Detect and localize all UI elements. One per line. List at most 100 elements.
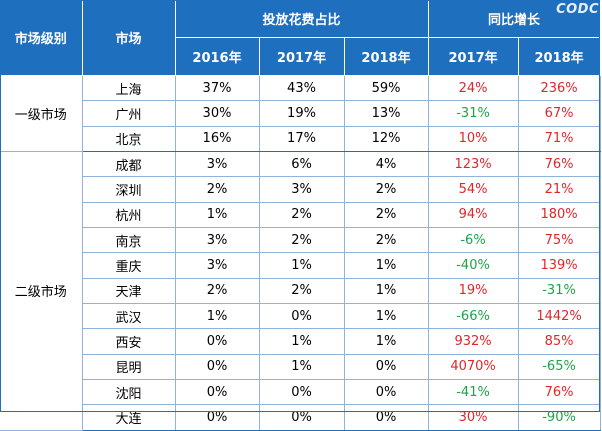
share-2018-cell: 0% bbox=[344, 354, 429, 380]
growth-2018-cell: -65% bbox=[518, 354, 601, 380]
share-2018-cell: 4% bbox=[344, 151, 429, 178]
header-share-2017: 2017年 bbox=[259, 37, 345, 76]
growth-2017-cell: 54% bbox=[428, 176, 519, 203]
header-tier: 市场级别 bbox=[0, 0, 83, 76]
share-2016-cell: 1% bbox=[175, 202, 260, 228]
share-2016-cell: 3% bbox=[175, 151, 260, 178]
table-row: 西安 0% 1% 1% 932% 85% bbox=[0, 328, 601, 355]
share-2016-cell: 30% bbox=[175, 100, 260, 127]
share-2017-cell: 3% bbox=[259, 176, 345, 203]
city-cell: 成都 bbox=[82, 151, 176, 178]
share-2018-cell: 12% bbox=[344, 126, 429, 152]
tier-label: 二级市场 bbox=[0, 151, 83, 431]
table-row: 昆明 0% 1% 0% 4070% -65% bbox=[0, 354, 601, 380]
share-2017-cell: 1% bbox=[259, 252, 345, 279]
growth-2017-cell: -66% bbox=[428, 303, 519, 330]
share-2017-cell: 2% bbox=[259, 202, 345, 228]
city-cell: 天津 bbox=[82, 278, 176, 304]
share-2016-cell: 3% bbox=[175, 252, 260, 279]
share-2018-cell: 13% bbox=[344, 100, 429, 127]
growth-2018-cell: 139% bbox=[518, 252, 601, 279]
share-2018-cell: 59% bbox=[344, 75, 429, 102]
growth-2018-cell: 21% bbox=[518, 176, 601, 203]
growth-2017-cell: -31% bbox=[428, 100, 519, 127]
city-cell: 南京 bbox=[82, 227, 176, 254]
growth-2018-cell: 85% bbox=[518, 328, 601, 355]
share-2016-cell: 3% bbox=[175, 227, 260, 254]
tier-label: 一级市场 bbox=[0, 75, 83, 152]
share-2017-cell: 17% bbox=[259, 126, 345, 152]
share-2016-cell: 0% bbox=[175, 328, 260, 355]
share-2017-cell: 19% bbox=[259, 100, 345, 127]
share-2016-cell: 16% bbox=[175, 126, 260, 152]
growth-2018-cell: 67% bbox=[518, 100, 601, 127]
header-market: 市场 bbox=[82, 0, 176, 76]
growth-2017-cell: 24% bbox=[428, 75, 519, 102]
share-2017-cell: 1% bbox=[259, 354, 345, 380]
growth-2017-cell: 4070% bbox=[428, 354, 519, 380]
table-row: 武汉 1% 0% 1% -66% 1442% bbox=[0, 303, 601, 330]
table-row: 广州 30% 19% 13% -31% 67% bbox=[0, 100, 601, 127]
share-2016-cell: 2% bbox=[175, 176, 260, 203]
table-frame bbox=[0, 0, 600, 412]
share-2018-cell: 2% bbox=[344, 202, 429, 228]
growth-2017-cell: -40% bbox=[428, 252, 519, 279]
growth-2018-cell: 180% bbox=[518, 202, 601, 228]
share-2018-cell: 0% bbox=[344, 379, 429, 406]
table-row: 南京 3% 2% 2% -6% 75% bbox=[0, 227, 601, 254]
share-2017-cell: 6% bbox=[259, 151, 345, 178]
header-share-2018: 2018年 bbox=[344, 37, 429, 76]
growth-2017-cell: 123% bbox=[428, 151, 519, 178]
growth-2017-cell: 10% bbox=[428, 126, 519, 152]
table-row: 一级市场 上海 37% 43% 59% 24% 236% bbox=[0, 75, 601, 152]
city-cell: 西安 bbox=[82, 328, 176, 355]
share-2016-cell: 0% bbox=[175, 354, 260, 380]
share-2016-cell: 37% bbox=[175, 75, 260, 102]
header-growth-2017: 2017年 bbox=[428, 37, 519, 76]
share-2018-cell: 1% bbox=[344, 303, 429, 330]
city-cell: 深圳 bbox=[82, 176, 176, 203]
watermark-logo: CODC bbox=[556, 2, 599, 17]
header-growth-2018: 2018年 bbox=[518, 37, 601, 76]
header-share-2016: 2016年 bbox=[175, 37, 260, 76]
growth-2018-cell: -31% bbox=[518, 278, 601, 304]
city-cell: 沈阳 bbox=[82, 379, 176, 406]
header-yoy-growth: 同比增长 bbox=[428, 0, 601, 38]
city-cell: 广州 bbox=[82, 100, 176, 127]
share-2017-cell: 1% bbox=[259, 328, 345, 355]
share-2018-cell: 2% bbox=[344, 227, 429, 254]
share-2016-cell: 0% bbox=[175, 379, 260, 406]
share-2017-cell: 0% bbox=[259, 303, 345, 330]
table-row: 杭州 1% 2% 2% 94% 180% bbox=[0, 202, 601, 228]
share-2018-cell: 1% bbox=[344, 278, 429, 304]
share-2017-cell: 0% bbox=[259, 379, 345, 406]
city-cell: 北京 bbox=[82, 126, 176, 152]
growth-2018-cell: 1442% bbox=[518, 303, 601, 330]
growth-2017-cell: -41% bbox=[428, 379, 519, 406]
growth-2017-cell: 94% bbox=[428, 202, 519, 228]
city-cell: 武汉 bbox=[82, 303, 176, 330]
share-2017-cell: 2% bbox=[259, 227, 345, 254]
share-2016-cell: 2% bbox=[175, 278, 260, 304]
share-2017-cell: 2% bbox=[259, 278, 345, 304]
growth-2018-cell: 236% bbox=[518, 75, 601, 102]
table-row: 北京 16% 17% 12% 10% 71% bbox=[0, 126, 601, 152]
city-cell: 上海 bbox=[82, 75, 176, 102]
growth-2017-cell: 19% bbox=[428, 278, 519, 304]
city-cell: 昆明 bbox=[82, 354, 176, 380]
share-2017-cell: 43% bbox=[259, 75, 345, 102]
share-2018-cell: 1% bbox=[344, 328, 429, 355]
city-cell: 重庆 bbox=[82, 252, 176, 279]
growth-2017-cell: 932% bbox=[428, 328, 519, 355]
table-row: 深圳 2% 3% 2% 54% 21% bbox=[0, 176, 601, 203]
growth-2017-cell: -6% bbox=[428, 227, 519, 254]
header-spend-share: 投放花费占比 bbox=[175, 0, 429, 38]
city-cell: 杭州 bbox=[82, 202, 176, 228]
share-2018-cell: 1% bbox=[344, 252, 429, 279]
share-2016-cell: 1% bbox=[175, 303, 260, 330]
table-row: 重庆 3% 1% 1% -40% 139% bbox=[0, 252, 601, 279]
table-body: 一级市场 上海 37% 43% 59% 24% 236% 广州 30% 19% 13% -31% 67%… bbox=[0, 75, 601, 431]
table-row: 沈阳 0% 0% 0% -41% 76% bbox=[0, 379, 601, 406]
growth-2018-cell: 71% bbox=[518, 126, 601, 152]
